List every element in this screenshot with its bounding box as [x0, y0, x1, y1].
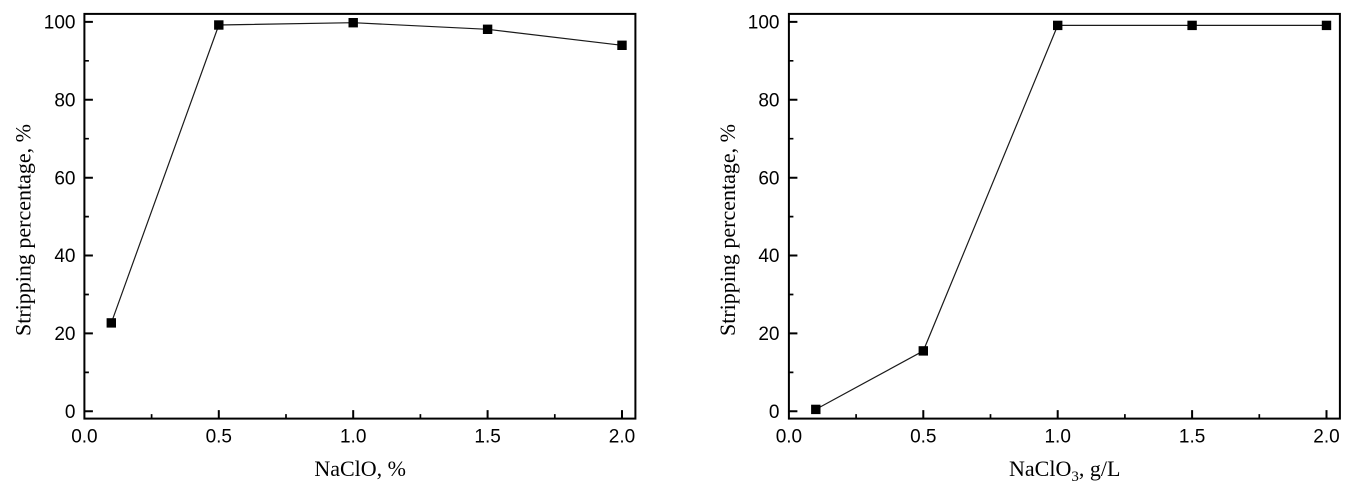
svg-text:Stripping percentage, %: Stripping percentage, % [10, 124, 35, 336]
svg-text:NaClO3, g/L: NaClO3, g/L [1009, 456, 1120, 485]
svg-text:20: 20 [758, 324, 779, 345]
svg-text:1.0: 1.0 [1044, 426, 1070, 447]
svg-text:NaClO, %: NaClO, % [314, 456, 406, 481]
svg-text:2.0: 2.0 [609, 426, 635, 447]
svg-text:100: 100 [44, 13, 76, 34]
svg-text:0.5: 0.5 [910, 426, 936, 447]
svg-text:2.0: 2.0 [1313, 426, 1339, 447]
svg-text:Stripping percentage, %: Stripping percentage, % [715, 124, 740, 336]
svg-text:1.5: 1.5 [474, 426, 500, 447]
svg-text:0.5: 0.5 [206, 426, 232, 447]
svg-text:40: 40 [758, 246, 779, 267]
svg-text:40: 40 [54, 246, 75, 267]
svg-text:60: 60 [54, 168, 75, 189]
svg-text:100: 100 [748, 13, 780, 34]
svg-text:1.0: 1.0 [340, 426, 366, 447]
svg-text:0.0: 0.0 [776, 426, 802, 447]
svg-text:80: 80 [54, 90, 75, 111]
svg-text:60: 60 [758, 168, 779, 189]
svg-text:20: 20 [54, 324, 75, 345]
svg-text:0: 0 [65, 402, 76, 423]
svg-text:0: 0 [769, 402, 780, 423]
svg-text:0.0: 0.0 [71, 426, 97, 447]
svg-text:1.5: 1.5 [1179, 426, 1205, 447]
svg-text:80: 80 [758, 90, 779, 111]
